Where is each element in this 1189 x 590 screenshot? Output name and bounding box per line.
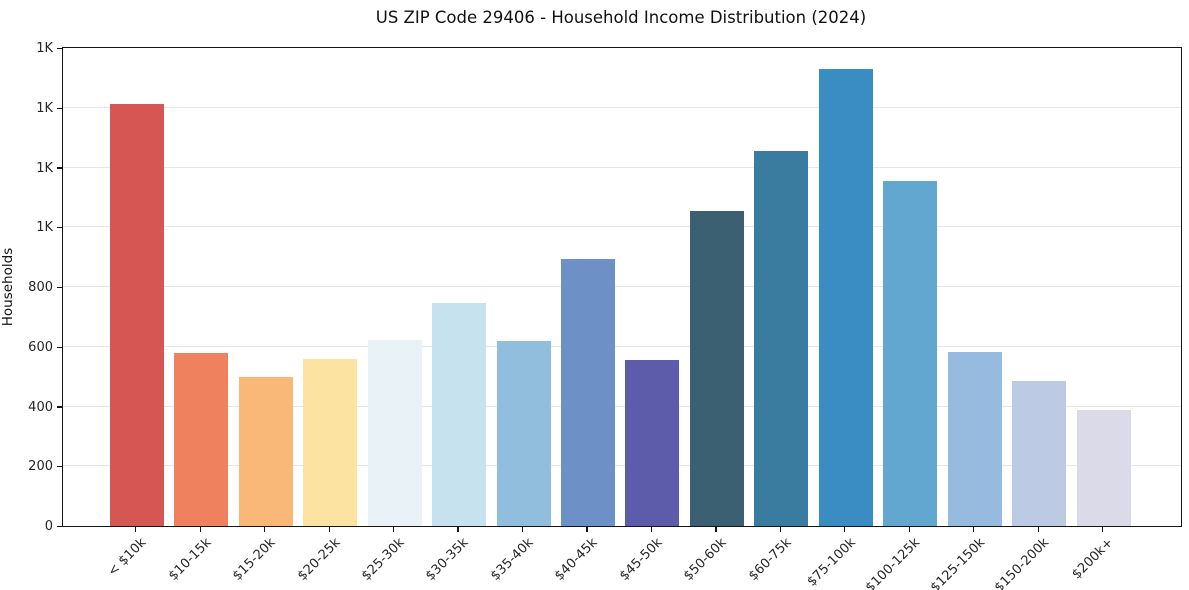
bar-15-20k xyxy=(238,377,293,526)
gridline-y-400 xyxy=(63,405,1181,407)
gridline-y-600 xyxy=(63,345,1181,347)
y-tick-mark xyxy=(57,47,62,50)
gridline-y-1200 xyxy=(63,166,1181,168)
x-tick-mark xyxy=(650,527,653,532)
x-tick-mark xyxy=(973,527,975,532)
bar-60-75k xyxy=(754,151,809,526)
y-tick-mark xyxy=(57,107,62,109)
x-tick-label: $75-100k xyxy=(804,535,859,590)
y-tick-label: 1K xyxy=(36,100,53,116)
x-tick-label: $60-75k xyxy=(745,535,795,584)
x-tick-mark xyxy=(715,527,717,532)
bar-125-150k xyxy=(947,352,1002,526)
y-tick-label: 400 xyxy=(28,399,53,415)
x-tick-mark xyxy=(393,527,395,532)
x-tick-label: $30-35k xyxy=(423,535,472,584)
y-tick-label: 200 xyxy=(28,459,53,475)
x-tick-mark xyxy=(908,527,910,532)
y-tick-mark xyxy=(57,286,62,289)
bar-10-15k xyxy=(174,353,229,526)
bar-40-45k xyxy=(560,258,615,526)
plot-area xyxy=(62,47,1182,527)
bar-150-200k xyxy=(1012,381,1067,526)
x-tick-label: $100-125k xyxy=(862,535,924,590)
x-tick-mark xyxy=(1101,527,1104,532)
y-tick-mark xyxy=(57,346,62,348)
x-tick-mark xyxy=(135,527,137,532)
gridline-y-1400 xyxy=(63,106,1181,108)
y-tick-label: 800 xyxy=(28,280,53,295)
x-tick-mark xyxy=(264,527,266,532)
y-tick-mark xyxy=(57,167,62,169)
y-tick-mark xyxy=(57,406,62,408)
gridline-y-800 xyxy=(63,286,1181,287)
bar-100-125k xyxy=(883,180,938,526)
bar-25-30k xyxy=(367,339,422,526)
bar-10k xyxy=(109,104,164,526)
x-tick-label: $20-25k xyxy=(294,535,344,584)
bar-30-35k xyxy=(432,302,487,526)
bar-200k xyxy=(1076,409,1131,526)
y-tick-label: 1K xyxy=(36,41,53,56)
x-tick-mark xyxy=(586,527,588,532)
y-tick-mark xyxy=(57,525,62,528)
x-tick-label: $45-50k xyxy=(616,535,666,584)
x-tick-label: $35-40k xyxy=(487,535,537,584)
gridline-y-200 xyxy=(63,465,1181,467)
x-tick-mark xyxy=(328,527,330,532)
y-tick-label: 0 xyxy=(44,519,53,534)
x-tick-mark xyxy=(1037,527,1039,532)
x-tick-label: $15-20k xyxy=(230,535,279,584)
x-tick-mark xyxy=(521,527,524,532)
x-tick-label: $50-60k xyxy=(681,535,730,584)
x-tick-label: < $10k xyxy=(105,535,150,580)
bar-75-100k xyxy=(818,68,873,526)
x-tick-mark xyxy=(779,527,781,532)
x-tick-label: $10-15k xyxy=(165,535,215,584)
x-tick-mark xyxy=(844,527,846,532)
y-tick-mark xyxy=(57,466,62,468)
y-tick-label: 1K xyxy=(36,220,53,236)
y-tick-label: 600 xyxy=(28,339,53,355)
y-tick-mark xyxy=(57,227,62,229)
x-tick-mark xyxy=(199,527,201,532)
x-tick-label: $125-150k xyxy=(927,535,988,590)
bar-50-60k xyxy=(689,211,744,526)
gridline-y-1000 xyxy=(63,226,1181,228)
x-tick-mark xyxy=(457,527,459,532)
x-tick-label: $150-200k xyxy=(991,535,1053,590)
x-tick-label: $25-30k xyxy=(359,535,408,584)
bar-20-25k xyxy=(303,359,358,526)
chart-title: US ZIP Code 29406 - Household Income Dis… xyxy=(375,8,867,27)
bar-35-40k xyxy=(496,341,551,526)
x-tick-label: $200k+ xyxy=(1069,535,1117,583)
x-tick-label: $40-45k xyxy=(552,535,601,584)
bar-45-50k xyxy=(625,359,680,526)
y-tick-label: 1K xyxy=(36,160,53,176)
